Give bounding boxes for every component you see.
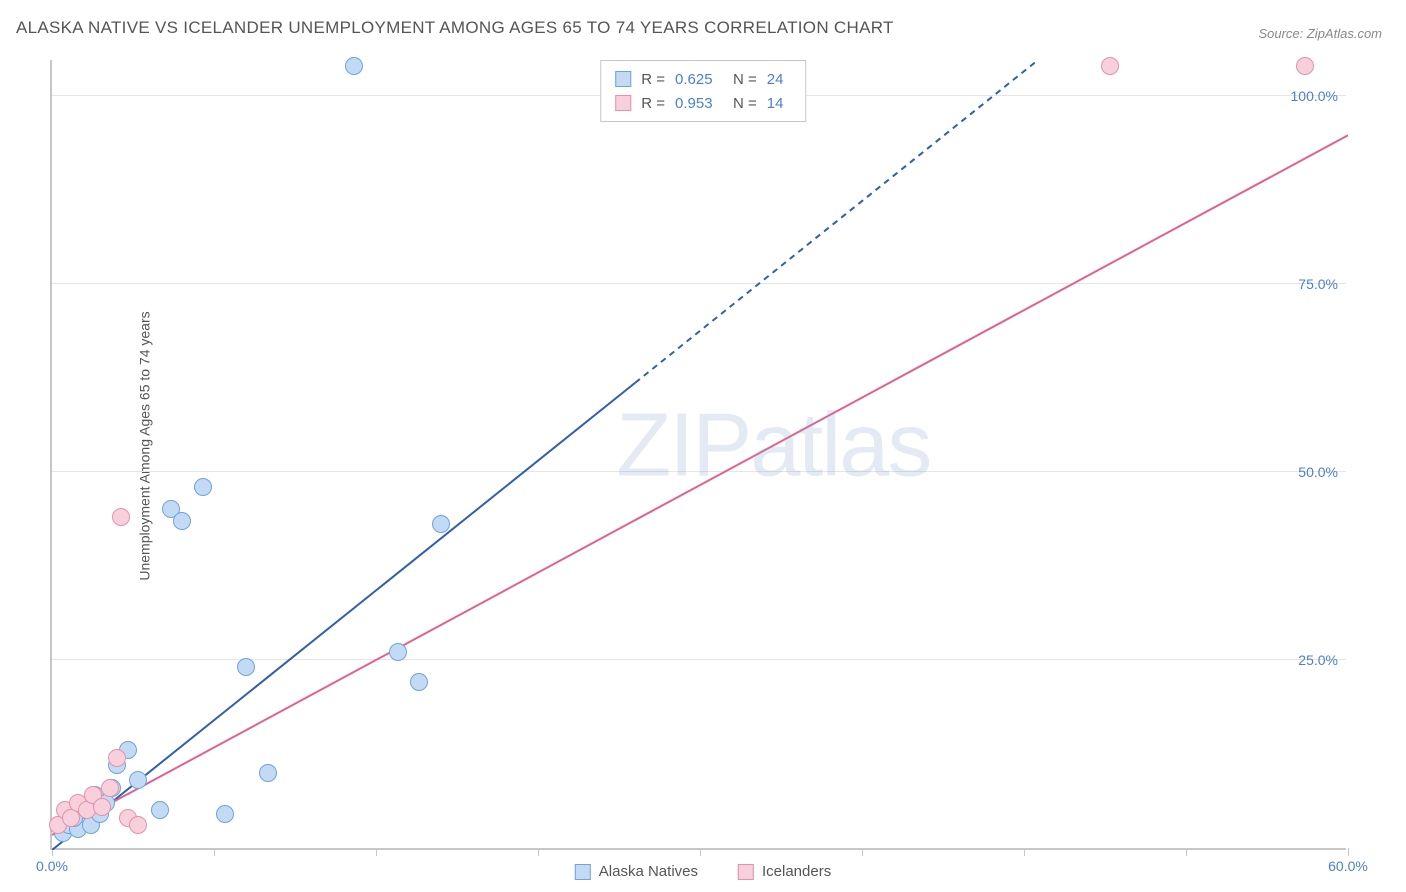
scatter-marker <box>410 673 428 691</box>
legend-row: R = 0.625 N = 24 <box>615 67 791 91</box>
scatter-marker <box>112 508 130 526</box>
y-tick-label: 100.0% <box>1291 88 1338 104</box>
trend-lines <box>52 60 1348 850</box>
scatter-marker <box>108 749 126 767</box>
legend-swatch <box>738 864 754 880</box>
legend-swatch <box>615 71 631 87</box>
gridline <box>52 283 1346 284</box>
scatter-marker <box>389 643 407 661</box>
legend-n-value: 24 <box>767 71 791 88</box>
y-tick-label: 50.0% <box>1298 464 1338 480</box>
legend-r-value: 0.625 <box>675 71 723 88</box>
correlation-legend: R = 0.625 N = 24 R = 0.953 N = 14 <box>600 60 806 122</box>
legend-r-value: 0.953 <box>675 95 723 112</box>
y-tick-label: 75.0% <box>1298 276 1338 292</box>
x-tick <box>214 848 215 856</box>
legend-n-label: N = <box>733 71 757 88</box>
scatter-marker <box>345 57 363 75</box>
scatter-marker <box>216 805 234 823</box>
x-tick-label: 60.0% <box>1328 858 1368 874</box>
x-tick <box>1186 848 1187 856</box>
x-tick <box>538 848 539 856</box>
scatter-marker <box>101 779 119 797</box>
legend-r-label: R = <box>641 95 665 112</box>
scatter-marker <box>194 478 212 496</box>
x-tick <box>52 848 53 856</box>
legend-n-label: N = <box>733 95 757 112</box>
series-legend-label: Alaska Natives <box>599 863 698 880</box>
scatter-marker <box>151 801 169 819</box>
x-tick <box>1348 848 1349 856</box>
series-legend-item: Alaska Natives <box>575 863 698 880</box>
x-tick <box>1024 848 1025 856</box>
scatter-marker <box>432 515 450 533</box>
series-legend-label: Icelanders <box>762 863 831 880</box>
series-legend-item: Icelanders <box>738 863 831 880</box>
series-legend: Alaska Natives Icelanders <box>575 863 831 880</box>
scatter-marker <box>237 658 255 676</box>
scatter-marker <box>129 771 147 789</box>
scatter-marker <box>93 798 111 816</box>
x-tick <box>376 848 377 856</box>
x-tick-label: 0.0% <box>36 858 68 874</box>
scatter-marker <box>1296 57 1314 75</box>
plot-area: 25.0%50.0%75.0%100.0%0.0%60.0% <box>50 60 1346 850</box>
x-tick <box>700 848 701 856</box>
legend-n-value: 14 <box>767 95 791 112</box>
chart-title: ALASKA NATIVE VS ICELANDER UNEMPLOYMENT … <box>16 18 894 38</box>
legend-swatch <box>615 95 631 111</box>
legend-swatch <box>575 864 591 880</box>
scatter-marker <box>1101 57 1119 75</box>
scatter-marker <box>173 512 191 530</box>
y-tick-label: 25.0% <box>1298 652 1338 668</box>
legend-row: R = 0.953 N = 14 <box>615 91 791 115</box>
source-attribution: Source: ZipAtlas.com <box>1258 26 1382 41</box>
scatter-marker <box>259 764 277 782</box>
x-tick <box>862 848 863 856</box>
scatter-marker <box>129 816 147 834</box>
gridline <box>52 471 1346 472</box>
legend-r-label: R = <box>641 71 665 88</box>
